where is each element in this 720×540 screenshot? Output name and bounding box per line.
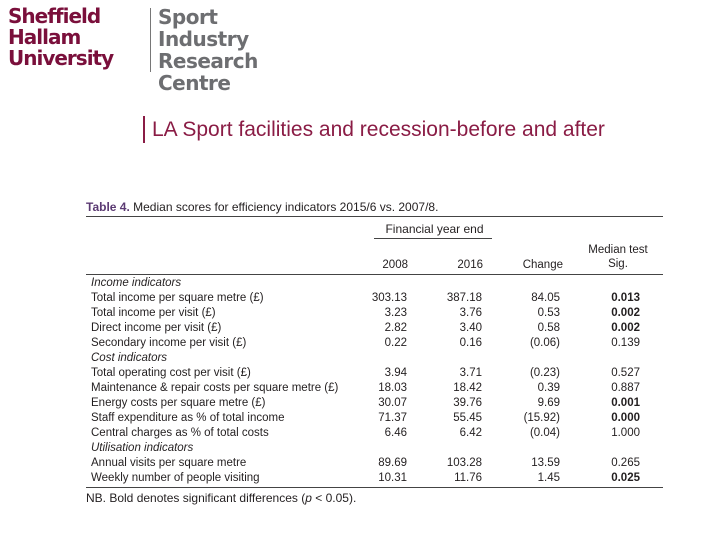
- row-label: Annual visits per square metre: [91, 457, 247, 469]
- table-top-rule: [86, 216, 663, 217]
- group-header-rule: [374, 238, 492, 239]
- university-name: Sheffield Hallam University: [8, 4, 114, 70]
- row-label: Energy costs per square metre (£): [91, 397, 266, 409]
- row-label: Secondary income per visit (£): [91, 337, 247, 349]
- centre-name: Sport Industry Research Centre: [158, 5, 258, 95]
- slide-title: LA Sport facilities and recession-before…: [143, 116, 672, 143]
- row-label: Total income per visit (£): [91, 307, 216, 319]
- value-change: 1.45: [537, 472, 560, 484]
- table-bottom-rule: [86, 487, 663, 488]
- section-header: Cost indicators: [86, 351, 663, 366]
- table-row: Central charges as % of total costs 6.46 6…: [86, 426, 663, 441]
- value-sig: 0.025: [611, 472, 640, 484]
- table-row: Total operating cost per visit (£) 3.94 3.…: [86, 366, 663, 381]
- row-label: Direct income per visit (£): [91, 322, 222, 334]
- value-2016: 103.28: [446, 457, 482, 469]
- value-2008: 30.07: [378, 397, 407, 409]
- table-row: Staff expenditure as % of total income 71…: [86, 411, 663, 426]
- table-row: Secondary income per visit (£) 0.22 0.16 (0…: [86, 336, 663, 351]
- value-change: 0.39: [537, 382, 560, 394]
- table-row: Annual visits per square metre 89.69 103.2…: [86, 456, 663, 471]
- value-2008: 6.46: [384, 427, 407, 439]
- value-sig: 0.002: [611, 322, 640, 334]
- value-2008: 3.94: [384, 367, 407, 379]
- group-header: Financial year end: [385, 222, 484, 236]
- table-row: Total income per visit (£) 3.23 3.76 0.53 0.…: [86, 306, 663, 321]
- value-sig: 0.139: [611, 337, 640, 349]
- value-sig: 0.001: [611, 397, 640, 409]
- value-change: 9.69: [537, 397, 560, 409]
- column-header-change: Change: [522, 259, 563, 271]
- value-2016: 18.42: [453, 382, 482, 394]
- logo-separator: [150, 8, 151, 72]
- row-label: Staff expenditure as % of total income: [91, 412, 285, 424]
- row-label: Maintenance & repair costs per square me…: [91, 382, 339, 394]
- row-label: Income indicators: [91, 277, 182, 289]
- value-2008: 2.82: [384, 322, 407, 334]
- row-label: Weekly number of people visiting: [91, 472, 260, 484]
- value-change: (15.92): [523, 412, 560, 424]
- table-row: Weekly number of people visiting 10.31 11.…: [86, 471, 663, 486]
- value-2016: 55.45: [453, 412, 482, 424]
- value-2008: 3.23: [384, 307, 407, 319]
- row-label: Central charges as % of total costs: [91, 427, 269, 439]
- value-2016: 0.16: [459, 337, 482, 349]
- table-caption-text: Median scores for efficiency indicators …: [133, 200, 439, 214]
- value-sig: 0.000: [611, 412, 640, 424]
- value-2016: 6.42: [459, 427, 482, 439]
- table-header-rule: [86, 274, 663, 275]
- value-2008: 0.22: [384, 337, 407, 349]
- value-sig: 0.013: [611, 292, 640, 304]
- row-label: Total operating cost per visit (£): [91, 367, 251, 379]
- value-2008: 71.37: [378, 412, 407, 424]
- row-label: Total income per square metre (£): [91, 292, 264, 304]
- column-header-sig: Median test Sig.: [588, 244, 648, 270]
- value-sig: 0.002: [611, 307, 640, 319]
- value-change: (0.23): [529, 367, 560, 379]
- value-2016: 387.18: [446, 292, 482, 304]
- row-label: Utilisation indicators: [91, 442, 194, 454]
- value-change: 0.58: [537, 322, 560, 334]
- section-header: Income indicators: [86, 276, 663, 291]
- value-2016: 3.40: [459, 322, 482, 334]
- value-change: (0.04): [529, 427, 560, 439]
- value-2016: 11.76: [454, 472, 482, 484]
- row-label: Cost indicators: [91, 352, 168, 364]
- table-note: NB. Bold denotes significant differences…: [86, 491, 357, 505]
- value-2008: 18.03: [378, 382, 407, 394]
- table-caption: Table 4. Median scores for efficiency in…: [86, 200, 438, 214]
- value-2008: 89.69: [378, 457, 407, 469]
- value-2016: 3.76: [459, 307, 482, 319]
- table-row: Energy costs per square metre (£) 30.07 39…: [86, 396, 663, 411]
- value-2008: 303.13: [371, 292, 407, 304]
- value-change: 0.53: [537, 307, 560, 319]
- column-header-2016: 2016: [457, 259, 483, 271]
- table-caption-label: Table 4.: [86, 200, 130, 214]
- table-row: Direct income per visit (£) 2.82 3.40 0.58 0…: [86, 321, 663, 336]
- value-change: 13.59: [531, 457, 560, 469]
- value-sig: 1.000: [611, 427, 640, 439]
- value-sig: 0.887: [611, 382, 640, 394]
- value-change: 84.05: [531, 292, 560, 304]
- value-change: (0.06): [529, 337, 560, 349]
- value-2016: 39.76: [453, 397, 482, 409]
- value-2016: 3.71: [459, 367, 482, 379]
- value-sig: 0.265: [611, 457, 640, 469]
- section-header: Utilisation indicators: [86, 441, 663, 456]
- value-2008: 10.31: [378, 472, 407, 484]
- table-row: Maintenance & repair costs per square me…: [86, 381, 663, 396]
- value-sig: 0.527: [611, 367, 640, 379]
- column-header-2008: 2008: [382, 259, 408, 271]
- note-p-symbol: p: [305, 491, 312, 505]
- table-row: Total income per square metre (£) 303.13 3…: [86, 291, 663, 306]
